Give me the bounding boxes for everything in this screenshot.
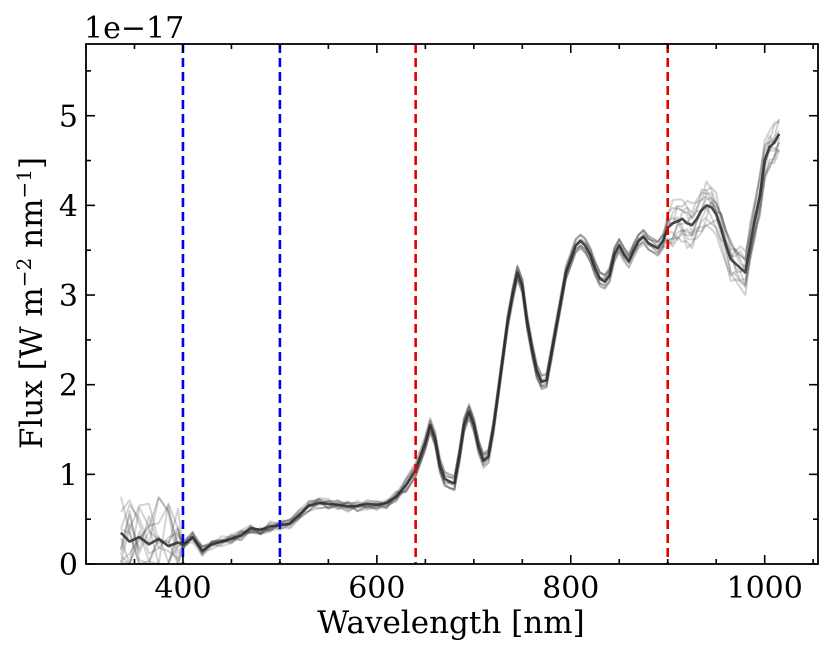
y-tick-labels: 0 1 2 3 4 5	[59, 100, 78, 583]
x-tick-label: 400	[154, 571, 211, 606]
plot-frame	[85, 43, 819, 565]
y-offset-label: 1e−17	[84, 11, 184, 46]
spectrum-series-5	[119, 129, 781, 565]
y-tick-label: 4	[59, 189, 78, 224]
spectrum-series-11	[119, 137, 781, 563]
y-tick-label: 3	[59, 279, 78, 314]
spectrum-series-7	[120, 119, 780, 565]
spectrum-series-12	[120, 118, 781, 565]
x-axis-label: Wavelength [nm]	[317, 605, 584, 641]
y-axis-label-end: ]	[14, 157, 50, 169]
y-tick-label: 2	[59, 369, 78, 404]
spectrum-mean-line	[119, 133, 781, 552]
spectrum-series-10	[119, 150, 781, 560]
spectrum-series-3	[119, 148, 780, 565]
spectrum-series-6	[120, 120, 780, 555]
axis-ticks	[85, 44, 818, 565]
y-axis-label-mid: nm	[14, 198, 50, 257]
spectrum-series-4	[119, 141, 781, 548]
x-tick-label: 1000	[726, 571, 802, 606]
spectrum-series-2	[120, 142, 781, 565]
x-tick-labels: 400 600 800 1000	[154, 571, 803, 606]
vertical-dashed-lines	[181, 44, 670, 564]
spectra-series-group	[119, 118, 781, 565]
y-tick-label: 0	[59, 548, 78, 583]
x-tick-label: 600	[348, 571, 405, 606]
y-axis-label-exp1: −2	[12, 258, 36, 287]
y-tick-label: 5	[59, 100, 78, 135]
y-tick-label: 1	[59, 458, 78, 493]
x-tick-label: 800	[542, 571, 599, 606]
y-axis-label-main: Flux [W m	[14, 287, 50, 449]
y-axis-label-exp2: −1	[12, 169, 36, 198]
y-axis-label: Flux [W m−2 nm−1]	[12, 157, 50, 449]
spectrum-series-8	[119, 134, 781, 555]
